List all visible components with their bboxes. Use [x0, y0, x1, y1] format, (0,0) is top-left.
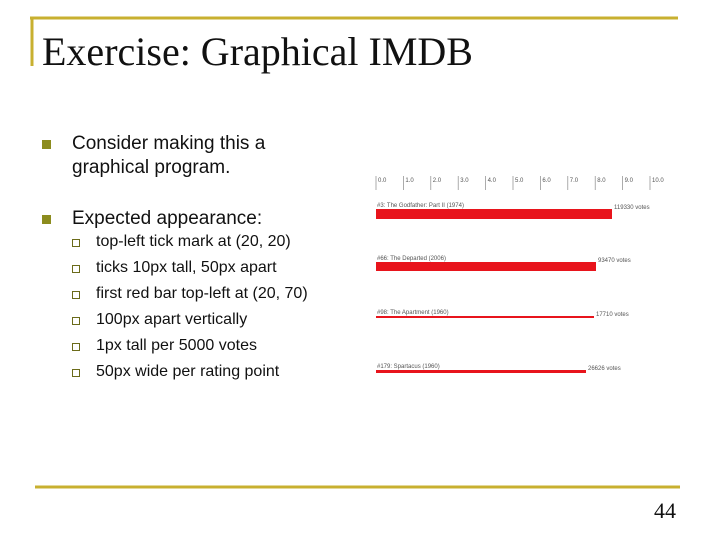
tick-label: 10.0: [652, 178, 664, 184]
sub-bullet-text: top-left tick mark at (20, 20): [96, 233, 291, 250]
tick-label: 9.0: [625, 178, 634, 184]
sub-bullet-marker: [72, 265, 80, 273]
bullet-marker: [42, 215, 51, 224]
figure: 0.0 1.0 2.0 3.0 4.0 5.0 6.0 7.0 8.0 9.0 10.0 #3: Th…: [375, 176, 664, 373]
sub-bullet-marker: [72, 291, 80, 299]
tick-label: 6.0: [542, 178, 551, 184]
sub-bullet-text: 1px tall per 5000 votes: [96, 337, 257, 354]
tick-label: 3.0: [460, 178, 469, 184]
tick-label: 0.0: [378, 178, 387, 184]
bullet-text: Consider making this a graphical program…: [72, 133, 266, 178]
page-number: 44: [654, 498, 676, 523]
slide-title: Exercise: Graphical IMDB: [42, 29, 473, 74]
sub-bullet-text: first red bar top-left at (20, 70): [96, 285, 308, 302]
bar-votes: 26626 votes: [588, 366, 621, 372]
bar-label: #66: The Departed (2006): [377, 256, 446, 262]
sub-bullet-marker: [72, 369, 80, 377]
tick-label: 2.0: [433, 178, 442, 184]
sub-bullet-marker: [72, 317, 80, 325]
bar-label: #179: Spartacus (1960): [377, 364, 440, 370]
sub-bullet-marker: [72, 343, 80, 351]
bar-votes: 17710 votes: [596, 312, 629, 318]
tick-label: 4.0: [488, 178, 497, 184]
bar: [376, 370, 586, 373]
bullet-marker: [42, 140, 51, 149]
bar: [376, 209, 612, 219]
bar-votes: 93470 votes: [598, 258, 631, 264]
tick-label: 8.0: [597, 178, 606, 184]
bar-votes: 119330 votes: [614, 205, 650, 211]
sub-bullet-text: 50px wide per rating point: [96, 363, 280, 380]
bullet-text: Expected appearance:: [72, 208, 263, 229]
bar-label: #3: The Godfather: Part II (1974): [377, 203, 464, 209]
sub-bullet-marker: [72, 239, 80, 247]
bar: [376, 316, 594, 318]
bar-label: #98: The Apartment (1960): [377, 310, 449, 316]
tick-label: 1.0: [405, 178, 414, 184]
tick-label: 7.0: [570, 178, 579, 184]
sub-bullet-text: 100px apart vertically: [96, 311, 248, 328]
bar: [376, 262, 596, 271]
sub-bullet-text: ticks 10px tall, 50px apart: [96, 259, 277, 276]
tick-label: 5.0: [515, 178, 524, 184]
